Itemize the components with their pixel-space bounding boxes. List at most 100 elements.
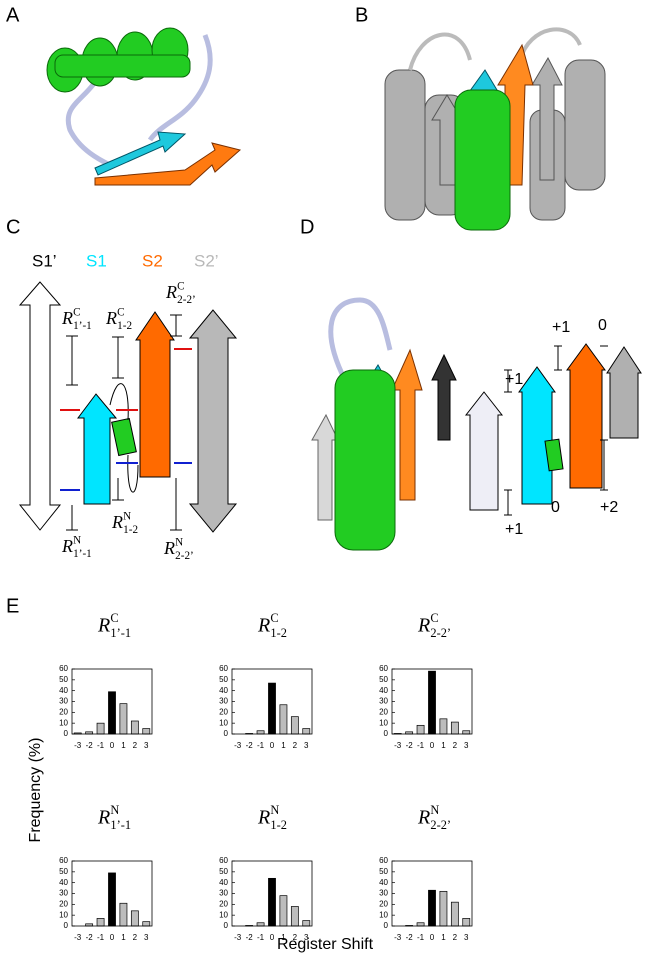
r-symbol: R <box>163 538 175 558</box>
x-tick-label: 3 <box>464 933 469 942</box>
r-symbol: R <box>417 807 430 829</box>
y-tick-label: 30 <box>59 697 68 706</box>
r-subscript: 2-2’ <box>430 626 451 640</box>
r-superscript: C <box>73 306 80 318</box>
y-tick-label: 20 <box>379 707 388 716</box>
r-superscript: N <box>175 536 183 548</box>
shift-label: +1 <box>552 319 570 336</box>
strand-s2 <box>391 348 423 501</box>
x-tick-label: 1 <box>121 741 126 750</box>
y-tick-label: 60 <box>59 664 68 673</box>
bar <box>416 922 425 927</box>
x-tick-label: 2 <box>453 933 458 942</box>
x-tick-label: -2 <box>246 741 254 750</box>
bar <box>279 895 288 927</box>
y-tick-label: 10 <box>379 718 388 727</box>
r-subscript: 1’-1 <box>110 818 131 832</box>
r-symbol: R <box>97 615 110 637</box>
bar <box>142 921 151 927</box>
bar <box>439 718 448 735</box>
strand-s1 <box>77 393 118 505</box>
strand-label: S2’ <box>194 251 219 270</box>
x-tick-label: -1 <box>417 741 425 750</box>
r-symbol: R <box>257 615 270 637</box>
bar <box>268 682 276 735</box>
structure-b <box>384 27 606 231</box>
bar <box>119 902 128 927</box>
helix <box>334 369 396 551</box>
y-tick-label: 50 <box>59 867 68 876</box>
y-tick-label: 40 <box>219 686 228 695</box>
y-tick-label: 30 <box>219 889 228 898</box>
r-superscript: C <box>117 306 124 318</box>
loop <box>408 27 582 71</box>
x-tick-label: -1 <box>97 933 105 942</box>
strand-label: S1 <box>86 251 107 270</box>
red-arrow <box>60 348 192 411</box>
y-tick-label: 60 <box>379 664 388 673</box>
r-subscript: 1-2 <box>270 818 287 832</box>
x-axis-title: Register Shift <box>277 936 374 953</box>
x-tick-label: 1 <box>281 933 286 942</box>
strand-s1 <box>518 366 556 505</box>
y-tick-label: 50 <box>219 867 228 876</box>
plot-frame <box>391 668 473 735</box>
y-tick-label: 10 <box>379 910 388 919</box>
x-tick-label: 0 <box>270 933 275 942</box>
r-superscript: N <box>73 534 81 546</box>
x-tick-label: -1 <box>257 741 265 750</box>
strand-label: S1’ <box>32 251 57 270</box>
x-tick-label: 0 <box>430 933 435 942</box>
y-tick-label: 10 <box>59 910 68 919</box>
plot-frame <box>71 860 153 927</box>
x-tick-label: 1 <box>121 933 126 942</box>
shift-label: 0 <box>598 317 607 334</box>
y-tick-label: 60 <box>59 856 68 865</box>
x-tick-label: -2 <box>86 741 94 750</box>
blue-arrow <box>60 462 192 491</box>
strand-s2p <box>188 309 238 533</box>
panel-label: C <box>6 216 20 238</box>
r-superscript: N <box>270 803 279 817</box>
structure-a <box>46 27 242 186</box>
plot-frame <box>231 860 313 927</box>
x-tick-label: -2 <box>406 741 414 750</box>
shift-label: +2 <box>600 499 618 516</box>
strand <box>431 353 457 441</box>
bar <box>416 724 425 735</box>
strand <box>311 413 339 521</box>
y-tick-label: 40 <box>59 878 68 887</box>
x-tick-label: -2 <box>86 933 94 942</box>
r-subscript: 1-2 <box>123 524 138 536</box>
r-symbol: R <box>61 308 73 328</box>
y-tick-label: 20 <box>379 899 388 908</box>
r-superscript: N <box>123 510 131 522</box>
y-tick-label: 60 <box>219 664 228 673</box>
y-tick-label: 0 <box>64 729 69 738</box>
strand-s1p <box>18 281 62 531</box>
y-tick-label: 50 <box>379 675 388 684</box>
y-tick-label: 50 <box>59 675 68 684</box>
y-tick-label: 40 <box>219 878 228 887</box>
x-tick-label: -1 <box>257 933 265 942</box>
shift-label: 0 <box>551 499 560 516</box>
x-tick-label: 2 <box>293 933 298 942</box>
bar <box>130 910 139 927</box>
diagram-c <box>18 281 238 533</box>
r-symbol: R <box>61 536 73 556</box>
y-tick-label: 20 <box>219 899 228 908</box>
bar <box>142 728 151 735</box>
panel-label: E <box>6 595 19 617</box>
x-tick-label: -3 <box>74 933 82 942</box>
y-tick-label: 30 <box>219 697 228 706</box>
y-tick-label: 30 <box>379 697 388 706</box>
r-symbol: R <box>97 807 110 829</box>
strand <box>531 56 563 181</box>
range-bar <box>504 345 608 516</box>
helix <box>384 69 426 221</box>
r-subscript: 2-2’ <box>175 550 194 562</box>
x-tick-label: -3 <box>234 741 242 750</box>
x-tick-label: -2 <box>246 933 254 942</box>
bar <box>96 722 105 735</box>
r-subscript: 2-2’ <box>177 294 196 306</box>
